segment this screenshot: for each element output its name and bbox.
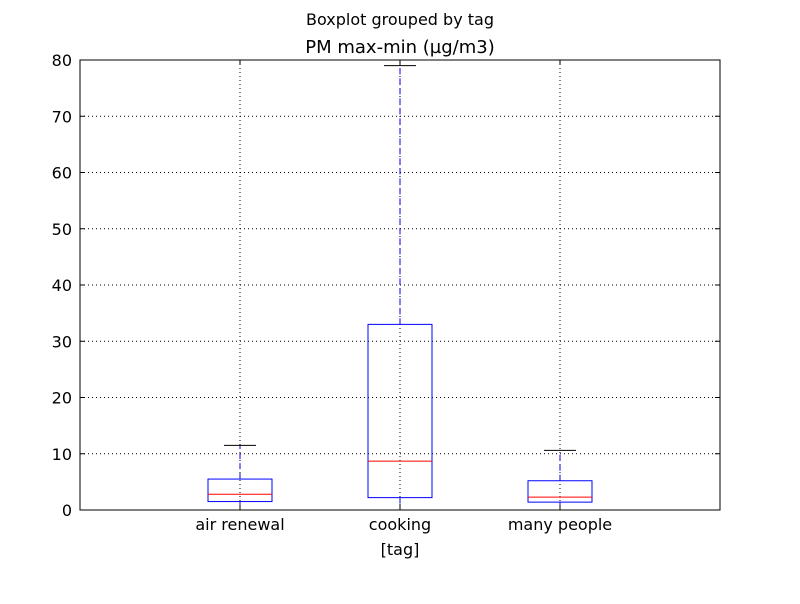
y-tick-label: 30 bbox=[52, 332, 72, 351]
iqr-box bbox=[527, 480, 593, 503]
iqr-box bbox=[367, 323, 433, 499]
x-tick-label: air renewal bbox=[195, 515, 284, 534]
chart-title: PM max-min (µg/m3) bbox=[305, 37, 494, 58]
y-tick-label: 60 bbox=[52, 164, 72, 183]
y-tick-label: 40 bbox=[52, 276, 72, 295]
y-tick-label: 0 bbox=[62, 501, 72, 520]
box-layer bbox=[207, 65, 593, 511]
x-axis-label: [tag] bbox=[381, 540, 420, 559]
grid-layer bbox=[80, 60, 720, 510]
x-tick-label: cooking bbox=[369, 515, 431, 534]
y-tick-label: 50 bbox=[52, 220, 72, 239]
tick-layer: 0 10 20 30 40 50 60 70 80 air renewal cooking many … bbox=[52, 51, 720, 534]
iqr-box bbox=[207, 478, 273, 503]
y-tick-label: 10 bbox=[52, 445, 72, 464]
y-tick-label: 20 bbox=[52, 389, 72, 408]
chart-suptitle: Boxplot grouped by tag bbox=[306, 10, 494, 29]
y-tick-label: 80 bbox=[52, 51, 72, 70]
x-tick-label: many people bbox=[508, 515, 612, 534]
y-tick-label: 70 bbox=[52, 107, 72, 126]
box-cooking bbox=[367, 65, 433, 511]
box-many-people bbox=[527, 449, 593, 511]
